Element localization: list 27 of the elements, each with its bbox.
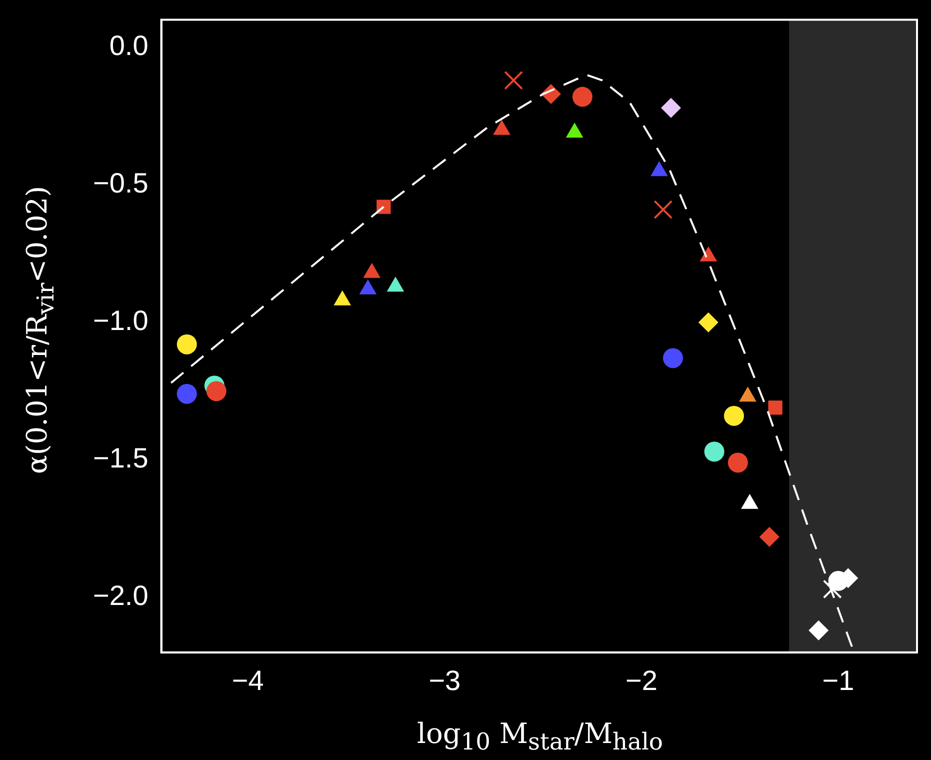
- point: [206, 381, 226, 402]
- y-tick-label: −1.0: [92, 305, 148, 336]
- x-tick-label: −1: [822, 664, 854, 696]
- point: [728, 452, 748, 473]
- point: [176, 334, 197, 354]
- point: [176, 384, 197, 404]
- point: [698, 312, 718, 332]
- x-tick-label: −2: [626, 664, 658, 696]
- point: [504, 70, 524, 90]
- y-tick-label: −1.5: [92, 442, 148, 474]
- point: [808, 620, 829, 640]
- point: [660, 98, 681, 118]
- point: [759, 526, 780, 547]
- x-tick-label: −4: [232, 664, 264, 696]
- point: [724, 406, 744, 426]
- x-tick-label: −3: [428, 664, 461, 696]
- y-tick-label: 0.0: [109, 30, 148, 62]
- point: [654, 200, 673, 220]
- point: [768, 400, 782, 415]
- y-tick-label: −2.0: [92, 580, 148, 612]
- x-axis-title: log$_{10}$ M$_{star}$/M$_{halo}$: [417, 717, 663, 756]
- point: [572, 86, 592, 107]
- point: [822, 580, 842, 599]
- point: [828, 570, 848, 591]
- point: [704, 442, 724, 462]
- point: [662, 348, 683, 368]
- y-tick-label: −0.5: [92, 168, 148, 199]
